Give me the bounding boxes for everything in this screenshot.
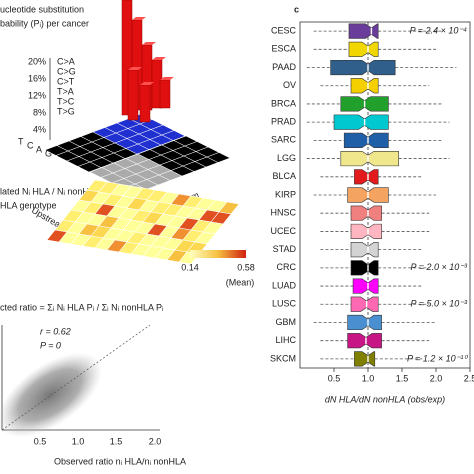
box [348,23,379,39]
bar-3d-top [140,82,154,85]
box [354,169,379,185]
box [330,59,396,76]
panel-letter: c [294,4,299,14]
category-label: SARC [271,135,297,145]
x-tick-label: 1.0 [72,436,85,446]
floor-cell [206,152,231,163]
p-annotation: P = 1.2 × 10⁻¹⁰ [407,353,468,363]
y-tick-label: 20% [28,56,46,66]
y-tick-label: 16% [28,73,46,83]
legend-entry: C>T [57,76,75,86]
category-label: LUAD [272,280,297,290]
r-value: r = 0.62 [40,326,71,336]
bar-3d-top [152,57,166,60]
bar-3d-face [127,69,139,121]
category-label: LIHC [275,335,296,345]
box [348,41,379,57]
category-label: STAD [273,244,297,254]
y-tick-label: 8% [33,107,46,117]
panel-a-title: bability (Pᵢ) per cancer [0,18,89,28]
x-tick-label: 1.0 [362,373,375,383]
x-tick-label: 0.5 [328,373,341,383]
panel-a-title: ucleotide substitution [0,4,84,14]
box [350,205,382,221]
category-label: SKCM [270,353,296,363]
plot-frame [299,21,471,369]
category-label: ESCA [271,44,296,54]
box [350,242,379,258]
legend-entry: T>C [57,96,75,106]
box [340,150,399,167]
category-label: CRC [277,262,297,272]
colorbar-label: 0.14 [181,262,199,272]
floor-cell [161,130,186,141]
colorbar-label: 0.58 [237,262,255,272]
category-label: HNSC [270,208,296,218]
bar-3d-face [139,84,151,123]
box [352,278,379,294]
panel-b-label: lated Nᵢ HLA / Nᵢ nonHLA [0,186,100,196]
legend-entry: T>G [57,106,75,116]
box [350,78,379,94]
base-label: G [45,148,52,158]
box [350,223,382,240]
category-label: PAAD [272,62,296,72]
p-annotation: P = 2.0 × 10⁻³ [411,262,468,272]
box [347,314,382,331]
category-label: GBM [275,317,296,327]
colorbar-title: (Mean) [226,277,255,287]
x-axis-label: Observed ratio nᵢ HLA/nᵢ nonHLA [54,456,186,466]
x-tick-label: 1.5 [396,373,409,383]
bar-3d-face [159,79,171,109]
y-tick-label: 4% [33,124,46,134]
x-tick-label: 2.0 [149,436,162,446]
formula: cted ratio = Σᵢ Nᵢ HLA Pᵢ / Σᵢ Nᵢ nonHLA… [0,302,163,312]
x-axis-label: dN HLA/dN nonHLA (obs/exp) [325,394,445,404]
x-tick-label: 0.5 [34,436,47,446]
category-label: CESC [271,25,297,35]
p-value: P = 0 [40,340,61,350]
colorbar [190,250,246,258]
category-label: UCEC [270,226,296,236]
legend-entry: C>A [57,56,75,66]
category-label: BRCA [271,98,296,108]
bar-3d-top [128,67,142,70]
box [350,296,379,312]
box [350,260,379,276]
category-label: KIRP [275,189,296,199]
bar-3d [44,0,231,195]
panel-b-label: HLA genotype [0,200,57,210]
category-label: OV [283,80,296,90]
p-annotation: P = 5.0 × 10⁻³ [411,299,468,309]
legend-entry: C>G [57,66,76,76]
base-label: A [36,144,42,154]
category-label: LGG [277,153,296,163]
base-label: C [27,140,34,150]
bar-3d-top [132,17,146,20]
category-label: BLCA [272,171,296,181]
bar-3d-top [160,77,174,80]
y-tick-label: 12% [28,90,46,100]
base-label: T [18,136,24,146]
x-tick-label: 1.5 [110,436,123,446]
box [354,351,376,367]
bar-3d-top [142,42,156,45]
category-label: PRAD [271,117,297,127]
scatter-cloud [0,352,103,438]
box [333,114,389,130]
legend-entry: T>A [57,86,74,96]
heatmap [46,179,240,265]
x-tick-label: 2.5 [464,373,474,383]
box [343,132,389,148]
box [347,333,382,349]
p-annotation: P = 2.4 × 10⁻⁴ [410,25,467,35]
x-tick-label: 2.0 [430,373,443,383]
category-label: LUSC [272,299,297,309]
